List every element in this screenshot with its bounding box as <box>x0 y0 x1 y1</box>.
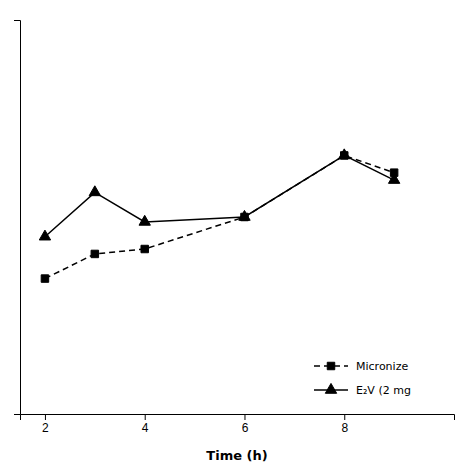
chart: 2 4 6 8 Micronize E₂V (2 mg Time (h) <box>0 0 474 474</box>
series-marker <box>239 210 250 220</box>
plot: 2 4 6 8 Micronize E₂V (2 mg <box>14 21 455 435</box>
x-axis: 2 4 6 8 <box>21 414 455 435</box>
series-marker <box>89 186 100 196</box>
legend-item: Micronize <box>314 360 408 373</box>
x-tick: 2 <box>42 414 49 435</box>
x-tick: 6 <box>242 414 249 435</box>
series-marker <box>91 250 98 257</box>
x-tick: 4 <box>142 414 149 435</box>
series-marker <box>39 230 50 240</box>
series-marker <box>141 245 148 252</box>
legend-marker <box>327 362 334 369</box>
y-axis-line <box>14 21 21 415</box>
x-tick-label: 4 <box>142 421 149 435</box>
x-axis-line <box>21 415 455 421</box>
x-tick-mark <box>244 414 245 420</box>
series-marker <box>388 173 399 183</box>
x-tick: 8 <box>341 414 348 435</box>
series-marker <box>41 275 48 282</box>
legend-label: E₂V (2 mg <box>356 384 411 397</box>
series-line <box>45 155 394 236</box>
series-marker <box>339 149 350 159</box>
x-tick-label: 2 <box>42 421 49 435</box>
x-tick-label: 6 <box>242 421 249 435</box>
legend: Micronize E₂V (2 mg <box>314 360 411 397</box>
x-axis-label: Time (h) <box>206 448 267 463</box>
series-line <box>45 155 394 278</box>
marks <box>39 149 400 282</box>
x-tick-label: 8 <box>341 421 348 435</box>
legend-item: E₂V (2 mg <box>314 383 411 396</box>
legend-label: Micronize <box>356 360 408 373</box>
series-marker <box>139 215 150 225</box>
x-tick-mark <box>344 414 345 420</box>
x-tick-mark <box>145 414 146 420</box>
y-axis <box>14 21 21 415</box>
x-tick-mark <box>45 414 46 420</box>
legend-marker <box>325 383 336 393</box>
